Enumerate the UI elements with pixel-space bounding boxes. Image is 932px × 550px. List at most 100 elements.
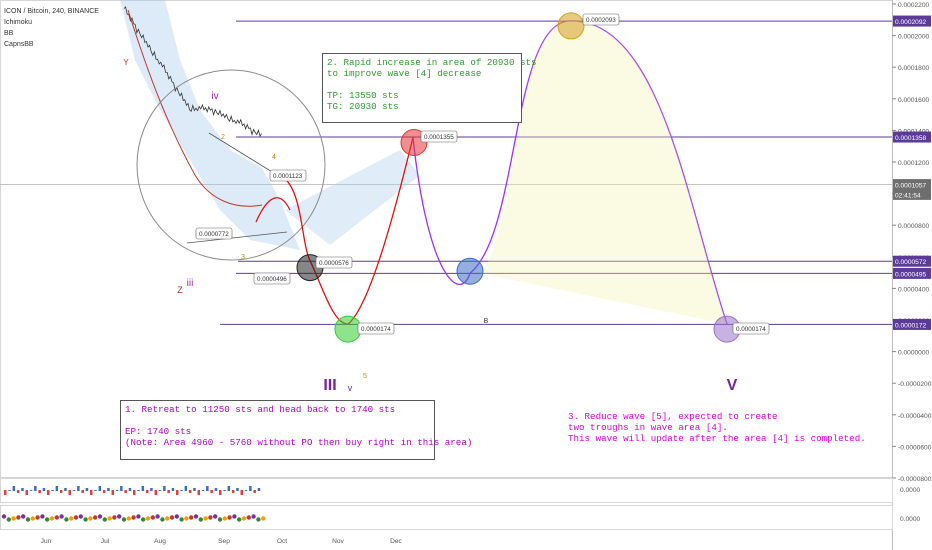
wave-label: v (348, 383, 353, 393)
pane-value-label: 0.0000 (900, 516, 921, 523)
y-tick-label: 0.0001800 (898, 65, 930, 72)
indicator-dot (45, 517, 50, 522)
indicator-dot (112, 515, 117, 520)
histogram-bar (72, 490, 76, 491)
histogram-bar (223, 490, 226, 491)
histogram-bar (68, 490, 71, 495)
indicator-dot (6, 517, 11, 522)
price-tag-label: 0.0001057 (895, 183, 927, 190)
indicator-bb[interactable]: BB (4, 30, 14, 37)
price-callout-box (315, 256, 353, 269)
histogram-bar (244, 490, 248, 491)
histogram-bar (257, 488, 261, 491)
indicator-dot (222, 516, 227, 521)
histogram-bar (154, 490, 157, 495)
histogram-bar (180, 490, 183, 491)
small-callout-label: 0.0000772 (199, 231, 229, 238)
indicator-dot (93, 515, 98, 520)
indicator-dot (150, 515, 155, 520)
histogram-bar (59, 490, 63, 493)
indicator-dot (49, 516, 55, 521)
x-tick-label: Aug (154, 538, 166, 545)
histogram-bar (98, 486, 102, 491)
histogram-bar (90, 490, 93, 495)
indicator-dot (217, 517, 223, 522)
small-callout-box (195, 227, 233, 240)
indicator-dot (88, 516, 93, 521)
indicator-dot (193, 514, 199, 519)
x-tick-label: Oct (277, 538, 287, 545)
indicator-dot (232, 514, 237, 519)
indicator-dot (117, 514, 122, 519)
price-callout-box (582, 13, 620, 26)
price-tag (893, 267, 931, 279)
x-tick-label: Dec (390, 538, 402, 545)
price-tag (893, 188, 931, 200)
note-wave-4[interactable]: 2. Rapid increase in area of 20930 sts t… (322, 53, 537, 123)
small-callout-label: 0.0001123 (273, 173, 303, 180)
y-tick-label: 0.0002200 (898, 2, 930, 9)
histogram-bar (120, 486, 123, 491)
wave-label: Z (177, 285, 183, 295)
price-tag-label: 0.0000495 (895, 271, 927, 278)
y-tick-label: -0.0000200 (898, 381, 932, 388)
y-tick-label: -0.0000800 (898, 476, 932, 483)
small-callout-box (253, 272, 291, 285)
indicator-dot (54, 515, 59, 520)
histogram-bar (236, 488, 239, 491)
histogram-bar (150, 488, 153, 491)
indicator-dot (136, 514, 141, 519)
note-wave-5[interactable]: 3. Reduce wave [5], expected to create t… (564, 408, 866, 455)
indicator-capnsbb[interactable]: CapnsBB (4, 41, 34, 48)
histogram-bar (163, 486, 166, 491)
histogram-bar (249, 486, 252, 491)
chart-legend: ICON / Bitcoin, 240, BINANCE Ichimoku BB… (4, 6, 99, 50)
note-wave-3[interactable]: 1. Retreat to 11250 sts and head back to… (120, 400, 472, 460)
histogram-bar (201, 490, 205, 491)
histogram-bar (219, 490, 222, 495)
histogram-bar (64, 488, 67, 491)
indicator-dot (237, 517, 242, 522)
projection-red-path (272, 137, 414, 325)
histogram-bar (145, 490, 149, 493)
y-tick-label: 0.0001600 (898, 97, 930, 104)
indicator-ichimoku[interactable]: Ichimoku (4, 19, 33, 26)
wave-label: III (323, 377, 336, 394)
price-callout-label: 0.0000174 (361, 326, 391, 333)
y-tick-label: 0.0000400 (898, 286, 930, 293)
price-callout-label: 0.0000576 (319, 260, 349, 267)
price-tag (893, 255, 931, 267)
indicator-dot (208, 515, 213, 520)
y-tick-label: 0.0002000 (898, 34, 930, 41)
indicator-dot (40, 514, 45, 519)
histogram-bar (141, 486, 145, 491)
histogram-bar (188, 490, 192, 493)
indicator-dot (97, 514, 103, 519)
histogram-bar (107, 488, 110, 491)
y-tick-label: -0.0000600 (898, 444, 932, 451)
indicator-dot (169, 515, 175, 520)
histogram-bar (12, 486, 16, 491)
price-tag (893, 318, 931, 330)
price-tag (893, 179, 931, 191)
x-tick-label: Nov (332, 538, 344, 545)
indicator-dot (256, 517, 261, 522)
indicator-pane-1 (0, 478, 893, 503)
price-tag-label: 0.0000572 (895, 259, 927, 266)
indicator-dot (73, 515, 79, 520)
indicator-dot (11, 516, 16, 521)
price-callout-label: 0.0000174 (736, 326, 766, 333)
ichimoku-cloud-future (285, 150, 420, 245)
indicator-dot (141, 517, 146, 522)
indicator-dot (64, 517, 69, 522)
ichimoku-cloud (120, 0, 300, 250)
indicator-dot (184, 516, 189, 521)
histogram-bar (42, 488, 46, 491)
wave-label: B (484, 318, 489, 325)
indicator-dot (179, 517, 184, 522)
wave-label: Y (123, 58, 129, 67)
histogram-bar (176, 490, 179, 495)
y-tick-label: 0.0001200 (898, 160, 930, 167)
histogram-bar (253, 490, 256, 493)
